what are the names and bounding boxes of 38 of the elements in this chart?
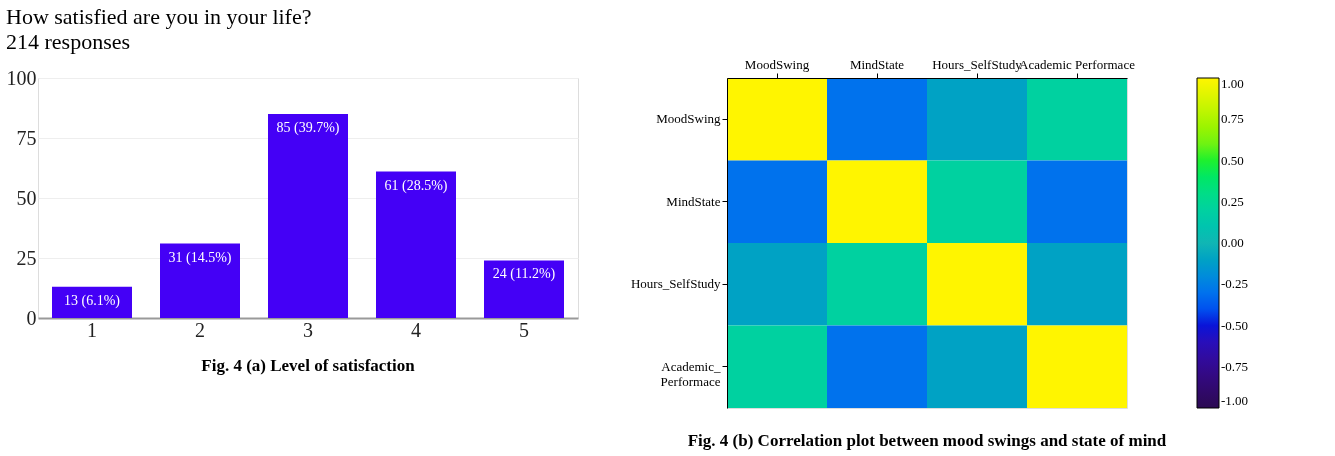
data-label: 24 (11.2%) [492,266,556,283]
data-label: 85 (39.7%) [276,120,340,136]
y-tick-label: 50 [16,186,37,209]
caption: Fig. 4 (a) Level of satisfaction [201,356,416,375]
y-tick-label: MindState [666,193,721,209]
color-bar-label: 0.50 [1221,152,1244,168]
x-tick-label: 4 [411,318,421,341]
bar [268,114,348,318]
color-bar-label: -1.00 [1221,393,1249,408]
data-label: 61 (28.5%) [384,177,448,194]
y-tick-label: 75 [16,126,37,149]
color-bar-label: 0.25 [1221,193,1244,209]
x-tick-label: 3 [303,318,313,341]
color-bar-label: -0.50 [1221,317,1249,333]
bar [160,243,240,318]
x-tick-label: MindState [849,56,905,72]
x-tick-label: 2 [195,318,205,341]
color-bar-label: 0.75 [1221,111,1244,127]
x-tick-label: 5 [519,318,529,341]
y-tick-label: 25 [16,246,37,269]
y-tick-label: Hours_SelfStudy [630,276,721,292]
bar [376,171,456,318]
y-tick-label: 100 [6,66,37,89]
y-tick-label: Academic_ Performace [660,358,721,389]
color-bar-label: -0.25 [1221,276,1249,292]
bar [484,260,564,318]
data-label: 31 (14.5%) [168,249,232,266]
color-bar-label: 1.00 [1221,76,1244,91]
caption: Fig. 4 (b) Correlation plot between mood swings and state of mind [687,431,1167,450]
color-bar-label: -0.75 [1221,358,1249,374]
chart-subtitle: 214 responses [6,29,131,54]
color-bar-label: 0.00 [1221,235,1244,250]
x-tick-label: 1 [87,318,97,341]
data-label: 13 (6.1%) [64,292,121,309]
chart-title: How satisfied are you in your life? [6,4,312,29]
y-tick-label: MoodSwing [656,111,721,127]
x-tick-label: MoodSwing [744,56,810,72]
y-tick-label: 0 [26,306,37,329]
